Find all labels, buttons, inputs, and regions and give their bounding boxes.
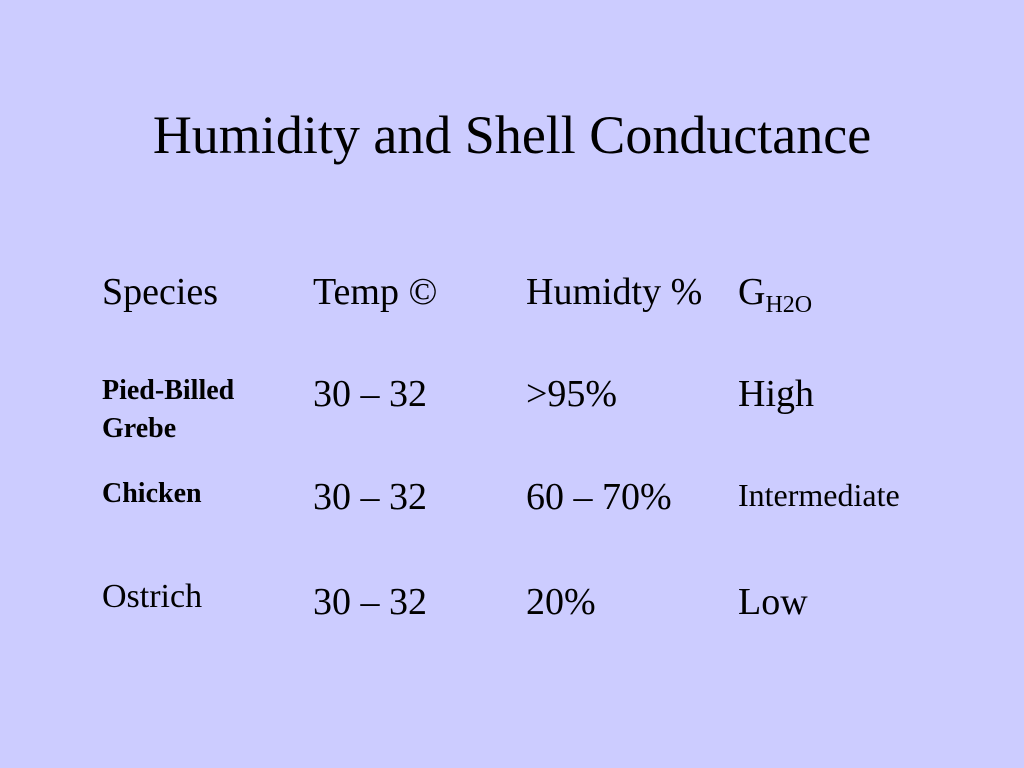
temp-cell: 30 – 32	[313, 581, 427, 623]
header-cell: GH2O	[738, 270, 928, 327]
header-cell: Temp ©	[313, 271, 438, 313]
temp-cell: 30 – 32	[313, 373, 427, 415]
conductance-cell: Low	[738, 581, 808, 623]
species-cell: Chicken	[102, 478, 202, 509]
header-subscript: H2O	[765, 292, 813, 318]
species-cell: Ostrich	[102, 578, 203, 615]
species-cell: Pied-Billed Grebe	[102, 375, 235, 444]
header-cell: Humidty %	[526, 271, 703, 313]
slide-title: Humidity and Shell Conductance	[152, 105, 872, 165]
header-text: G	[738, 271, 766, 313]
humidity-cell: 20%	[526, 581, 596, 623]
humidity-cell: 60 – 70%	[526, 476, 672, 518]
header-cell: Species	[102, 271, 219, 313]
conductance-cell: High	[738, 373, 814, 415]
temp-cell: 30 – 32	[313, 476, 427, 518]
humidity-cell: >95%	[526, 373, 618, 415]
conductance-cell: Intermediate	[738, 477, 900, 513]
